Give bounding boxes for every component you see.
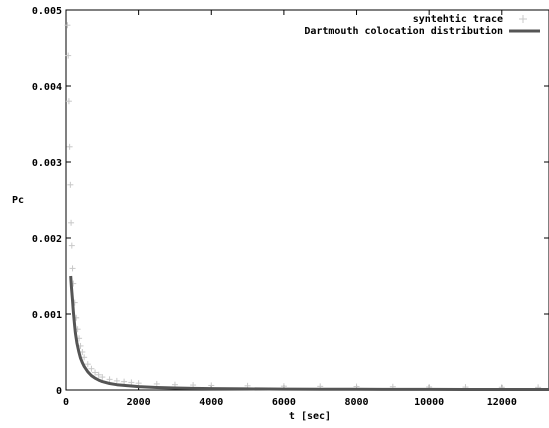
data-point — [69, 265, 76, 272]
dartmouth-series — [69, 275, 549, 391]
data-point — [121, 378, 128, 385]
data-point — [67, 181, 74, 188]
x-axis: 0 2000 4000 6000 8000 10000 12000 — [63, 10, 517, 408]
x-tick-label: 8000 — [344, 397, 368, 408]
legend-label-dartmouth: Dartmouth colocation distribution — [304, 25, 503, 37]
x-tick-label: 12000 — [487, 397, 517, 408]
legend-marker-synthetic — [519, 15, 527, 23]
plot-frame — [65, 9, 549, 391]
data-point — [99, 374, 106, 381]
y-axis: 0 0.001 0.002 0.003 0.004 0.005 — [32, 6, 549, 397]
synthetic-trace-series — [64, 22, 542, 391]
y-tick-label: 0.003 — [32, 158, 62, 169]
data-point — [113, 377, 120, 384]
data-point — [66, 143, 73, 150]
data-point — [68, 242, 75, 249]
data-point — [128, 379, 135, 386]
data-point — [68, 219, 75, 226]
y-tick-label: 0.005 — [32, 6, 62, 17]
x-tick-label: 6000 — [272, 397, 296, 408]
x-axis-title: t [sec] — [289, 411, 331, 422]
data-point — [92, 369, 99, 376]
x-tick-label: 4000 — [199, 397, 223, 408]
data-point — [65, 52, 72, 59]
x-tick-label: 2000 — [127, 397, 151, 408]
x-tick-label: 0 — [63, 397, 69, 408]
legend: syntehtic trace Dartmouth colocation dis… — [304, 13, 540, 37]
y-tick-label: 0.002 — [32, 234, 62, 245]
data-point — [95, 371, 102, 378]
data-point — [65, 98, 72, 105]
y-tick-label: 0.004 — [32, 82, 62, 93]
plot-border — [65, 9, 549, 391]
data-point — [64, 22, 71, 29]
data-point — [84, 361, 91, 368]
data-point — [88, 365, 95, 372]
y-tick-label: 0.001 — [32, 310, 62, 321]
data-point — [106, 376, 113, 383]
dartmouth-curve — [69, 275, 549, 391]
y-tick-label: 0 — [56, 386, 62, 397]
y-axis-title: Pc — [12, 195, 24, 206]
data-point — [81, 354, 88, 361]
x-tick-label: 10000 — [414, 397, 444, 408]
legend-label-synthetic: syntehtic trace — [413, 13, 503, 25]
data-point — [153, 380, 160, 387]
